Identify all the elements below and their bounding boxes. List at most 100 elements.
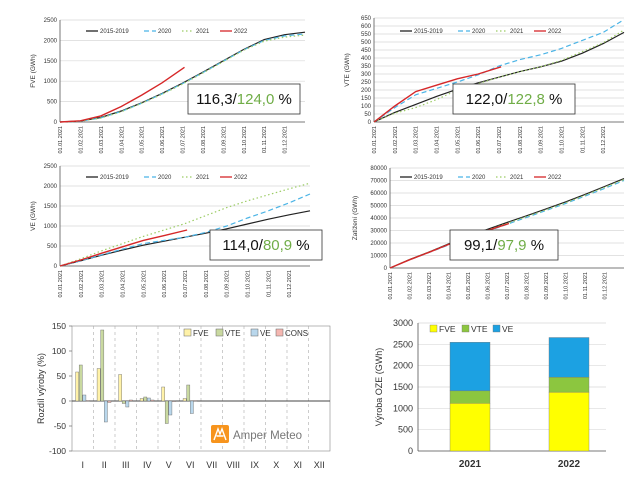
bar-FVE-III <box>118 374 122 402</box>
y-tick-label: 40000 <box>370 216 387 222</box>
stack-segment-VE-2022 <box>548 337 590 378</box>
y-tick-label: 150 <box>52 321 66 331</box>
category-label: IX <box>250 460 259 470</box>
legend-label: 2022 <box>548 175 562 181</box>
ratio-value-a: 99,1 <box>464 237 493 254</box>
bar-FVE-IV <box>139 398 144 402</box>
bar-VTE-V <box>164 400 169 424</box>
bar-FVE-V <box>161 386 165 402</box>
x-tick-label: 01.04.2021 <box>121 270 127 298</box>
y-axis-label: VTE (GWh) <box>344 53 351 87</box>
x-tick-label: 01.01.2021 <box>58 126 64 154</box>
stack-segment-FVE-2022 <box>548 391 590 452</box>
y-tick-label: 2500 <box>44 18 58 24</box>
x-tick-label: 01.02.2021 <box>79 270 85 298</box>
y-tick-label: 0 <box>54 120 58 126</box>
category-label: X <box>273 460 279 470</box>
bar-VE-V <box>168 400 173 416</box>
bar-VE-II <box>104 400 108 423</box>
ratio-value-b: 97,9 <box>497 237 526 254</box>
legend-label: 2021 <box>510 175 524 181</box>
legend-label: 2020 <box>472 175 486 181</box>
category-label: II <box>102 460 107 470</box>
x-tick-label: 01.05.2021 <box>141 270 147 298</box>
y-tick-label: 1000 <box>44 224 58 230</box>
y-tick-label: 1000 <box>44 79 58 85</box>
y-tick-label: -100 <box>49 446 66 456</box>
bar-FVE-II <box>96 368 101 402</box>
stack-segment-VE-2021 <box>449 342 491 392</box>
legend-label: VTE <box>471 324 488 334</box>
y-tick-label: 600 <box>361 24 372 30</box>
x-tick-label: 01.08.2021 <box>525 272 531 300</box>
bar-VE-VI <box>190 400 194 414</box>
x-tick-label: 01.10.2021 <box>560 126 566 154</box>
bar-chart-total: 0 500 1000 1500 2000 2500 3000 2021 2022 Výroba O… <box>374 318 606 470</box>
y-tick-label: 2500 <box>393 339 413 349</box>
line-chart-ve: 0 500 1000 1500 2000 2500 01.01.2021 01.02.2021… <box>30 164 323 298</box>
x-tick-label: 01.07.2021 <box>183 270 189 298</box>
x-tick-label: 01.08.2021 <box>204 270 210 298</box>
x-tick-label: 01.06.2021 <box>476 126 482 154</box>
ratio-unit: % <box>527 237 545 254</box>
y-tick-label: 2000 <box>44 38 58 44</box>
bar-CONS-II <box>107 400 112 403</box>
legend-label: VTE <box>225 329 241 338</box>
category-label: V <box>166 460 172 470</box>
y-tick-label: 2500 <box>44 164 58 170</box>
ratio-box <box>452 83 576 115</box>
ratio-box <box>209 229 323 261</box>
y-tick-label: 100 <box>361 104 372 110</box>
x-tick-label: 01.05.2021 <box>455 126 461 154</box>
ratio-value-b: 80,9 <box>263 237 292 254</box>
category-label: VIII <box>226 460 240 470</box>
bar-VTE-I <box>78 364 83 402</box>
x-tick-label: 01.12.2021 <box>283 126 289 154</box>
series-line-2021 <box>59 182 311 267</box>
x-tick-label: 01.04.2021 <box>435 126 441 154</box>
x-tick-label: 01.02.2021 <box>393 126 399 154</box>
x-tick-label: 01.03.2021 <box>100 270 106 298</box>
series-line-2022 <box>59 229 188 267</box>
series-line-2022 <box>59 66 185 123</box>
legend-label: 2020 <box>472 29 486 35</box>
ratio-unit: % <box>292 237 310 254</box>
series-line-2021 <box>373 29 625 123</box>
y-tick-label: 150 <box>361 96 372 102</box>
legend-label: 2021 <box>196 29 210 35</box>
y-tick-label: 450 <box>361 48 372 54</box>
y-tick-label: 1500 <box>44 59 58 65</box>
x-tick-label: 01.05.2021 <box>466 272 472 300</box>
y-axis-label: Zatížení (GWh) <box>352 196 359 240</box>
x-tick-label: 01.12.2021 <box>287 270 293 298</box>
y-tick-label: 300 <box>361 72 372 78</box>
category-label: VI <box>186 460 195 470</box>
ratio-separator: / <box>503 91 508 108</box>
bar-CONS-I <box>86 400 90 402</box>
legend-label: VE <box>260 329 271 338</box>
legend-label: FVE <box>439 324 456 334</box>
category-label: XII <box>314 460 325 470</box>
y-tick-label: 2000 <box>393 361 413 371</box>
stack-segment-FVE-2021 <box>449 403 491 452</box>
y-axis-label: FVE (GWh) <box>30 54 37 88</box>
legend-label: FVE <box>193 329 209 338</box>
x-tick-label: 01.03.2021 <box>414 126 420 154</box>
bar-VE-III <box>125 400 130 408</box>
y-tick-label: 1500 <box>44 204 58 210</box>
x-tick-label: 01.07.2021 <box>181 126 187 154</box>
category-label: 2022 <box>558 459 581 470</box>
x-tick-label: 01.10.2021 <box>246 270 252 298</box>
y-tick-label: 400 <box>361 56 372 62</box>
series-line-2020 <box>373 19 625 123</box>
legend-label: 2015-2019 <box>414 175 443 181</box>
ratio-text: 122,0/122,8 % <box>466 91 563 108</box>
x-tick-label: 01.01.2021 <box>388 272 394 300</box>
legend-label: 2022 <box>548 29 562 35</box>
legend-label: 2020 <box>158 175 172 181</box>
ratio-text: 116,3/124,0 % <box>196 91 292 108</box>
bar-CONS-VI <box>193 400 198 402</box>
ratio-value-a: 114,0 <box>222 237 258 254</box>
x-tick-label: 01.01.2021 <box>58 270 64 298</box>
